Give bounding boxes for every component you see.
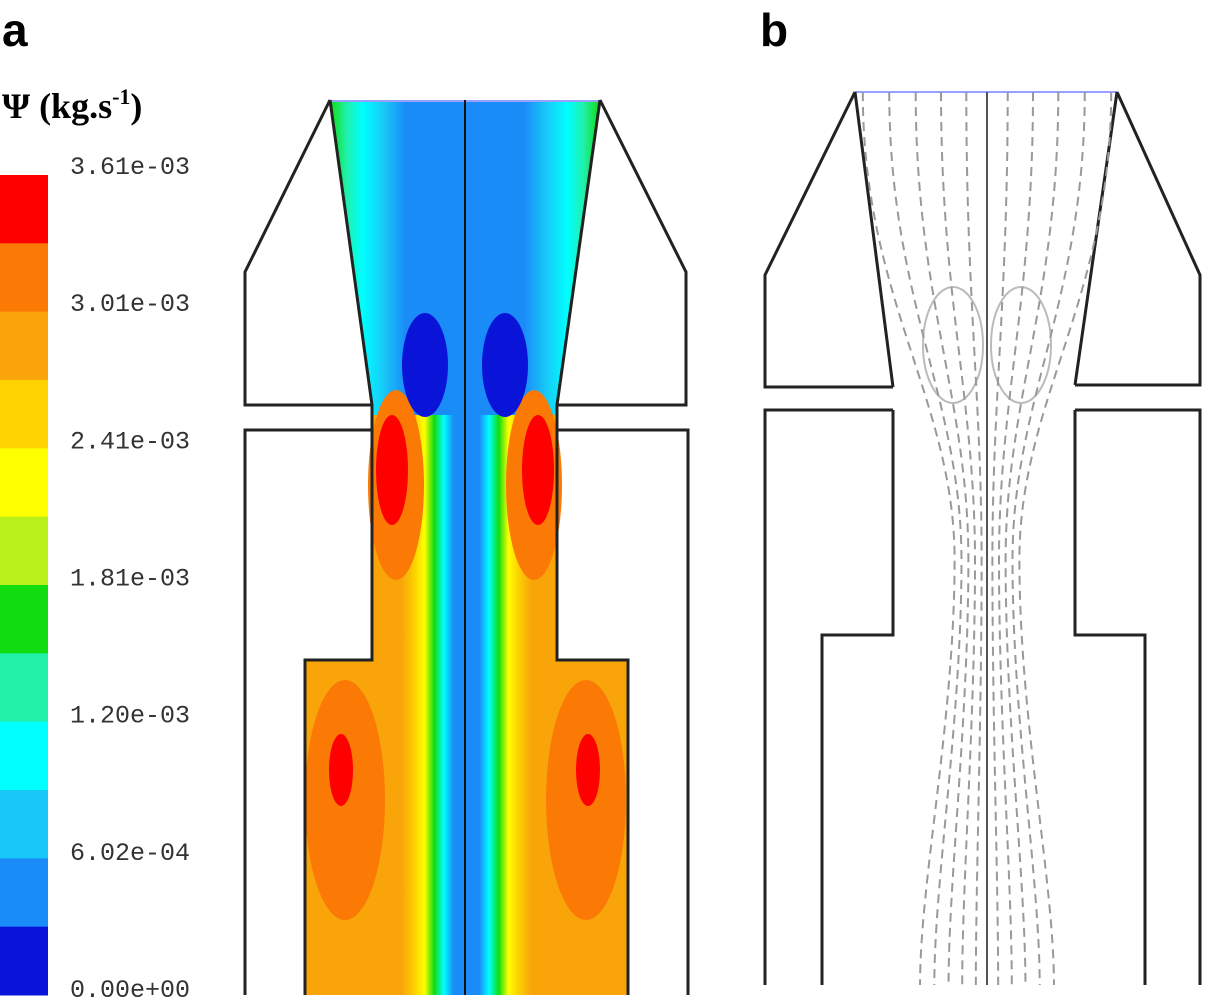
panel-label: b [760, 4, 788, 56]
colorbar-tick-label: 3.61e-03 [70, 153, 190, 182]
colorbar-title: Ψ (kg.s-1) [2, 84, 142, 126]
outline [763, 408, 893, 985]
outline [1075, 408, 1202, 985]
colorbar-band [0, 311, 48, 381]
outline [243, 428, 372, 995]
contour [329, 734, 353, 806]
contour [376, 415, 408, 525]
contour-plot [243, 99, 690, 995]
colorbar-band [0, 243, 48, 313]
outline [555, 99, 630, 995]
streamline [997, 91, 1034, 986]
colorbar-band [0, 858, 48, 928]
streamline-plot [763, 91, 1202, 986]
colorbar-band [0, 448, 48, 518]
streamline [940, 91, 977, 986]
streamline [914, 91, 970, 986]
outline [763, 91, 893, 389]
streamline [888, 91, 963, 986]
outline [820, 410, 895, 985]
streamline [861, 91, 956, 986]
colorbar-tick-label: 1.20e-03 [70, 702, 190, 731]
outline [853, 91, 895, 388]
colorbar: 3.61e-03 3.01e-03 2.41e-03 1.81e-03 1.20e-03… [0, 153, 190, 1000]
colorbar-tick-label: 6.02e-04 [70, 839, 190, 868]
contour [482, 313, 528, 417]
colorbar-band [0, 585, 48, 654]
streamline [1011, 91, 1086, 986]
title-text: Ψ (kg.s [2, 86, 112, 126]
outline [557, 428, 690, 995]
outline [1073, 91, 1119, 386]
contour [522, 415, 554, 525]
colorbar-band [0, 653, 48, 723]
outline [303, 99, 374, 995]
colorbar-band [0, 721, 48, 791]
vortex [990, 286, 1052, 404]
colorbar-band [0, 516, 48, 586]
colorbar-tick-label: 1.81e-03 [70, 565, 190, 594]
colorbar-band [0, 790, 48, 859]
title-sup: -1 [112, 84, 130, 109]
panel-label: a [2, 4, 28, 56]
colorbar-band [0, 175, 48, 244]
streamline [991, 91, 1009, 986]
outline [1075, 91, 1202, 387]
outline [243, 99, 372, 407]
colorbar-tick-label: 2.41e-03 [70, 427, 190, 456]
streamline [1004, 91, 1060, 986]
colorbar-band [0, 926, 48, 996]
colorbar-band [0, 380, 48, 449]
colorbar-tick-label: 0.00e+00 [70, 976, 190, 1000]
streamline [1018, 91, 1113, 986]
streamline [965, 91, 983, 986]
outline [557, 99, 688, 407]
vortex [922, 286, 984, 404]
title-close: ) [130, 86, 142, 126]
outline [1073, 410, 1147, 985]
contour [402, 313, 448, 417]
contour [576, 734, 600, 806]
colorbar-tick-label: 3.01e-03 [70, 290, 190, 319]
